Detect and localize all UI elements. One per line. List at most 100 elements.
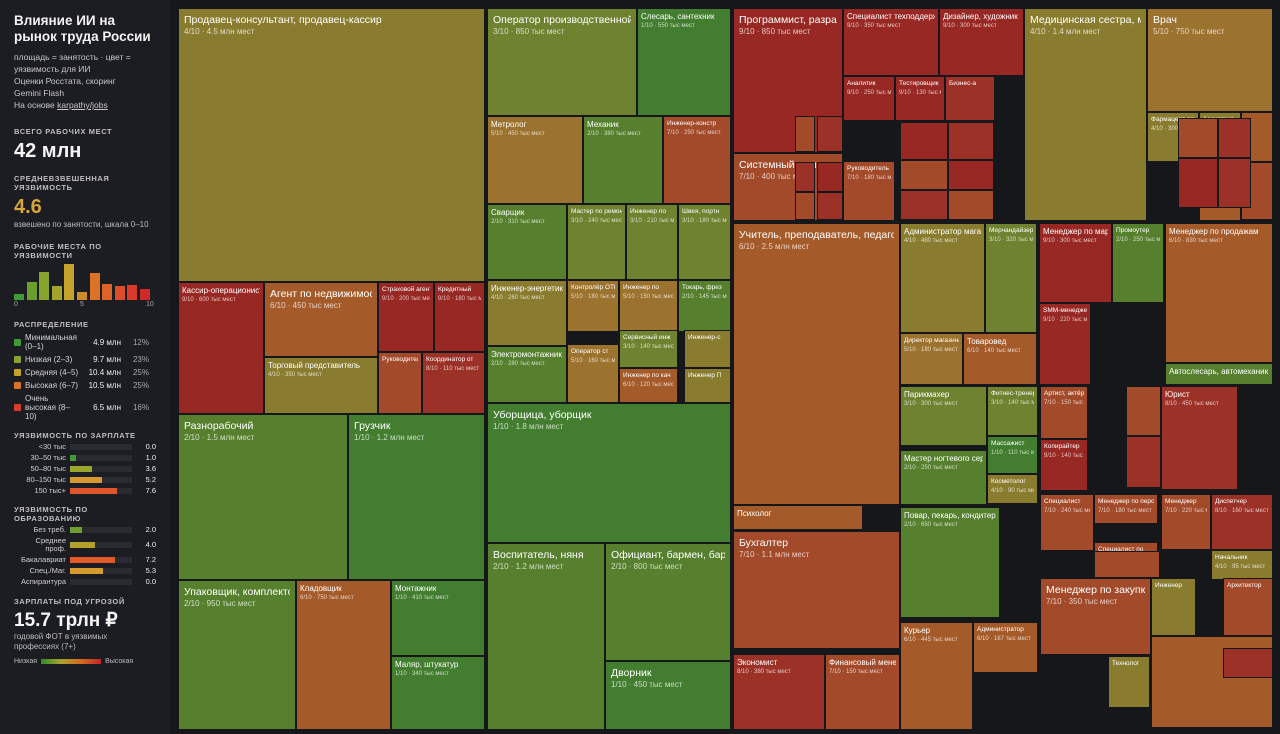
treemap-tile[interactable]: Повар, пекарь, кондитер 2/10 · 650 тыс ме…	[900, 507, 1000, 618]
treemap-tile[interactable]: Инженер по кач 6/10 · 120 тыс мест	[619, 368, 678, 403]
treemap-tile[interactable]: Дворник 1/10 · 450 тыс мест	[605, 661, 731, 730]
treemap-tile[interactable]: Оператор ст 5/10 · 160 тыс мест	[567, 344, 619, 403]
treemap-tile-small[interactable]	[900, 190, 948, 220]
treemap-tile[interactable]: Контролёр ОТК 5/10 · 180 тыс мест	[567, 280, 619, 332]
treemap-tile[interactable]: Товаровед 6/10 · 140 тыс мест	[963, 333, 1037, 385]
treemap-tile[interactable]: Бухгалтер 7/10 · 1.1 млн мест	[733, 531, 900, 649]
treemap-tile[interactable]: Артист, актёр 7/10 · 150 тыс мест	[1040, 386, 1088, 439]
treemap-tile[interactable]: Тестировщик 9/10 · 130 тыс мест	[895, 76, 945, 121]
treemap-tile[interactable]: Менеджер по продажам 6/10 · 830 тыс мест	[1165, 223, 1273, 363]
treemap-tile[interactable]: Архитектор	[1223, 578, 1273, 636]
treemap-tile-small[interactable]	[1178, 118, 1218, 158]
treemap-tile[interactable]: Инженер по 3/10 · 210 тыс мест	[626, 204, 678, 280]
treemap-tile[interactable]: Страховой агент 9/10 · 200 тыс мест	[378, 282, 434, 352]
treemap-tile-small[interactable]	[795, 192, 815, 220]
treemap-tile[interactable]: Агент по недвижимости6/10 · 450 тыс мест	[264, 282, 378, 357]
treemap-tile-small[interactable]	[1218, 118, 1251, 158]
treemap-tile[interactable]: Кредитный 9/10 · 180 тыс мест	[434, 282, 485, 352]
treemap-tile[interactable]: Администратор 6/10 · 167 тыс мест	[973, 622, 1038, 673]
treemap-tile[interactable]: Инженер	[1151, 578, 1196, 636]
treemap-tile[interactable]: Координатор от 8/10 · 110 тыс мест	[422, 352, 485, 414]
treemap-tile[interactable]: Менеджер по персоналу 7/10 · 180 тыс мест	[1094, 494, 1158, 524]
treemap-tile[interactable]: Электромонтажник 2/10 · 280 тыс мест	[487, 346, 567, 403]
treemap-tile[interactable]: Юрист 8/10 · 450 тыс мест	[1161, 386, 1238, 490]
treemap-tile[interactable]: Кассир-операционист 9/10 · 600 тыс мест	[178, 282, 264, 414]
treemap-tile[interactable]: Официант, бармен, бариста2/10 · 800 тыс …	[605, 543, 731, 661]
treemap-tile[interactable]: Руководитель	[378, 352, 422, 414]
treemap-tile[interactable]: Грузчик 1/10 · 1.2 млн мест	[348, 414, 485, 580]
treemap-tile[interactable]: Администратор магазина 4/10 · 480 тыс мес…	[900, 223, 985, 333]
treemap-tile[interactable]: Директор магазина 5/10 · 180 тыс мест	[900, 333, 963, 385]
treemap-tile[interactable]: Менеджер 7/10 · 220 тыс мест	[1161, 494, 1211, 550]
treemap-tile[interactable]: Продавец-консультант, продавец-кассир 4/1…	[178, 8, 485, 282]
treemap-tile-small[interactable]	[795, 116, 815, 152]
treemap-tile[interactable]: Оператор производственной 3/10 · 850 тыс …	[487, 8, 637, 116]
treemap-tile[interactable]: Учитель, преподаватель, педагог 6/10 · 2.…	[733, 223, 900, 505]
treemap-tile[interactable]: Технолог	[1108, 656, 1150, 708]
treemap-tile-small[interactable]	[795, 162, 815, 192]
treemap-tile[interactable]: Начальник 4/10 · 95 тыс мест	[1211, 550, 1273, 580]
treemap-tile[interactable]: Курьер 6/10 · 445 тыс мест	[900, 622, 973, 730]
treemap-tile[interactable]: Менеджер по закупкам7/10 · 350 тыс мест	[1040, 578, 1151, 655]
treemap-tile[interactable]: Упаковщик, комплектовщик2/10 · 950 тыс м…	[178, 580, 296, 730]
treemap-tile[interactable]: Уборщица, уборщик 1/10 · 1.8 млн мест	[487, 403, 731, 543]
treemap-tile[interactable]: Токарь, фрез 2/10 · 145 тыс мест	[678, 280, 731, 332]
treemap-tile[interactable]: Аналитик 9/10 · 250 тыс мест	[843, 76, 895, 121]
treemap-tile[interactable]: Дизайнер, художник 9/10 · 300 тыс мест	[939, 8, 1024, 76]
treemap-tile[interactable]: Психолог	[733, 505, 863, 530]
treemap-tile[interactable]: Сварщик 2/10 · 310 тыс мест	[487, 204, 567, 280]
treemap-tile[interactable]: Специалист 7/10 · 240 тыс мест	[1040, 494, 1094, 551]
treemap-tile[interactable]: Массажист 1/10 · 110 тыс мест	[987, 436, 1038, 474]
treemap-tile-small[interactable]	[1094, 551, 1160, 578]
treemap-tile[interactable]: Экономист 8/10 · 380 тыс мест	[733, 654, 825, 730]
treemap-tile[interactable]: Промоутер 2/10 · 250 тыс мест	[1112, 223, 1164, 303]
treemap-tile-small[interactable]	[817, 116, 843, 152]
treemap-tile[interactable]: Инженер-с	[684, 330, 731, 368]
treemap-tile[interactable]: Специалист техподдержки 9/10 · 350 тыс ме…	[843, 8, 939, 76]
treemap-tile-small[interactable]	[817, 162, 843, 192]
treemap-tile[interactable]: Монтажник 1/10 · 410 тыс мест	[391, 580, 485, 656]
treemap-tile[interactable]: Инженер-констр 7/10 · 250 тыс мест	[663, 116, 731, 204]
treemap-tile[interactable]: Руководитель 7/10 · 180 тыс мест	[843, 161, 895, 221]
treemap-tile[interactable]: Инженер-энергетик 4/10 · 260 тыс мест	[487, 280, 567, 346]
treemap-tile[interactable]: Разнорабочий 2/10 · 1.5 млн мест	[178, 414, 348, 580]
treemap-tile[interactable]: Воспитатель, няня 2/10 · 1.2 млн мест	[487, 543, 605, 730]
treemap-tile[interactable]: Косметолог 4/10 · 90 тыс мест	[987, 474, 1038, 504]
source-link[interactable]: karpathy/jobs	[57, 100, 108, 110]
treemap-tile[interactable]: Финансовый менеджер 7/10 · 150 тыс мест	[825, 654, 900, 730]
treemap-tile[interactable]: Фитнес-тренер 3/10 · 140 тыс мест	[987, 386, 1038, 436]
treemap-tile[interactable]: Мерчандайзер 3/10 · 320 тыс мест	[985, 223, 1037, 333]
treemap-tile-small[interactable]	[948, 160, 994, 190]
treemap-tile[interactable]: Слесарь, сантехник 1/10 · 550 тыс мест	[637, 8, 731, 116]
treemap-tile[interactable]: Кладовщик 6/10 · 750 тыс мест	[296, 580, 391, 730]
treemap-tile[interactable]: Бизнес-а	[945, 76, 995, 121]
treemap-tile-small[interactable]	[1223, 648, 1273, 678]
treemap-tile[interactable]: SMM-менеджер 9/10 · 220 тыс мест	[1039, 303, 1091, 385]
treemap-tile-small[interactable]	[948, 122, 994, 160]
treemap-tile-small[interactable]	[1218, 158, 1251, 208]
treemap-tile[interactable]: Копирайтер 9/10 · 140 тыс мест	[1040, 439, 1088, 491]
treemap-tile[interactable]: Мастер по ремонту 3/10 · 240 тыс мест	[567, 204, 626, 280]
treemap-tile[interactable]: Инженер П	[684, 368, 731, 403]
treemap-tile[interactable]: Мастер ногтевого сервиса 2/10 · 250 тыс м…	[900, 450, 987, 505]
treemap-tile-small[interactable]	[900, 160, 948, 190]
treemap-tile[interactable]: Маляр, штукатур 1/10 · 340 тыс мест	[391, 656, 485, 730]
treemap-tile[interactable]: Инженер по 5/10 · 150 тыс мест	[619, 280, 678, 332]
treemap-tile-small[interactable]	[817, 192, 843, 220]
treemap-tile[interactable]: Диспетчер 8/10 · 160 тыс мест	[1211, 494, 1273, 550]
treemap-tile[interactable]: Сервисный инж 3/10 · 140 тыс мест	[619, 330, 678, 368]
treemap-tile[interactable]: Швея, портн 3/10 · 180 тыс мест	[678, 204, 731, 280]
treemap-tile-small[interactable]	[900, 122, 948, 160]
treemap-tile-small[interactable]	[1126, 386, 1161, 436]
treemap-tile-small[interactable]	[948, 190, 994, 220]
treemap-tile[interactable]: Автослесарь, автомеханик	[1165, 363, 1273, 385]
treemap-tile[interactable]: Торговый представитель 4/10 · 350 тыс мес…	[264, 357, 378, 414]
treemap-tile-small[interactable]	[1126, 436, 1161, 488]
treemap-tile[interactable]: Врач 5/10 · 750 тыс мест	[1147, 8, 1273, 112]
treemap-tile[interactable]: Медицинская сестра, медбрат4/10 · 1.4 мл…	[1024, 8, 1147, 221]
treemap-tile-small[interactable]	[1178, 158, 1218, 208]
treemap-tile[interactable]: Менеджер по маркетингу 9/10 · 300 тыс мес…	[1039, 223, 1112, 303]
treemap-tile[interactable]: Парикмахер 3/10 · 300 тыс мест	[900, 386, 987, 446]
treemap-tile[interactable]: Метролог 5/10 · 450 тыс мест	[487, 116, 583, 204]
treemap-tile[interactable]: Механик 2/10 · 380 тыс мест	[583, 116, 663, 204]
